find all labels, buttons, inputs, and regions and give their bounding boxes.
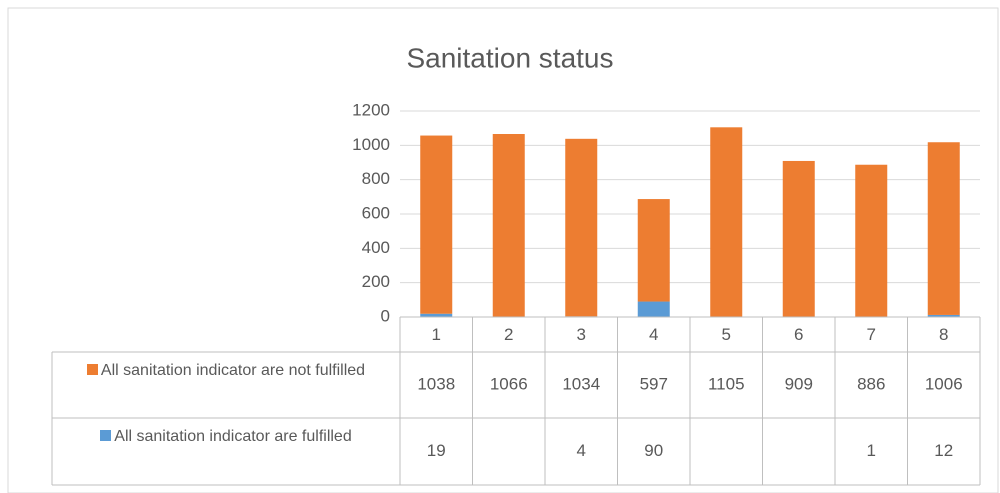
bar-segment <box>565 138 598 317</box>
bar-segment <box>927 142 960 315</box>
bar-segment <box>420 313 453 317</box>
x-tick-label: 4 <box>649 325 658 344</box>
y-tick-label: 600 <box>362 203 390 222</box>
bar-segment <box>927 314 960 317</box>
legend-label: All sanitation indicator are not fulfill… <box>100 362 366 379</box>
bar-segment <box>420 135 453 314</box>
table-value: 12 <box>934 441 953 460</box>
table-value: 886 <box>857 374 885 393</box>
legend-key <box>100 430 112 441</box>
y-tick-label: 1200 <box>352 100 390 119</box>
bar-segment <box>637 301 670 317</box>
y-tick-label: 400 <box>362 238 390 257</box>
legend-entry: All sanitation indicator are fulfilled <box>58 426 394 448</box>
x-tick-label: 1 <box>432 325 441 344</box>
x-tick-label: 5 <box>722 325 731 344</box>
x-tick-label: 3 <box>577 325 586 344</box>
y-tick-label: 800 <box>362 169 390 188</box>
table-value: 1 <box>867 441 876 460</box>
chart-title: Sanitation status <box>406 42 613 73</box>
bar-segment <box>855 164 888 317</box>
table-value: 1034 <box>562 374 600 393</box>
table-value: 1038 <box>417 374 455 393</box>
bar-segment <box>492 134 525 317</box>
legend-key <box>86 364 98 375</box>
bar-segment <box>637 199 670 302</box>
table-value: 1006 <box>925 374 963 393</box>
table-value: 909 <box>785 374 813 393</box>
table-value: 1105 <box>708 374 745 393</box>
bar-segment <box>710 127 743 317</box>
x-tick-label: 6 <box>794 325 803 344</box>
legend-label: All sanitation indicator are fulfilled <box>114 428 352 445</box>
x-tick-label: 8 <box>939 325 948 344</box>
legend-entry: All sanitation indicator are not fulfill… <box>58 360 394 382</box>
bar-segment <box>782 160 815 317</box>
table-value: 597 <box>640 374 668 393</box>
table-value: 4 <box>577 441 586 460</box>
legend-text-box: All sanitation indicator are fulfilled <box>58 426 394 448</box>
x-tick-label: 7 <box>867 325 876 344</box>
legend-text-box: All sanitation indicator are not fulfill… <box>58 360 394 382</box>
y-tick-label: 200 <box>362 272 390 291</box>
y-tick-label: 0 <box>381 306 390 325</box>
table-value: 19 <box>427 441 446 460</box>
x-tick-label: 2 <box>504 325 513 344</box>
table-value: 1066 <box>490 374 528 393</box>
table-value: 90 <box>644 441 663 460</box>
y-tick-label: 1000 <box>352 135 390 154</box>
